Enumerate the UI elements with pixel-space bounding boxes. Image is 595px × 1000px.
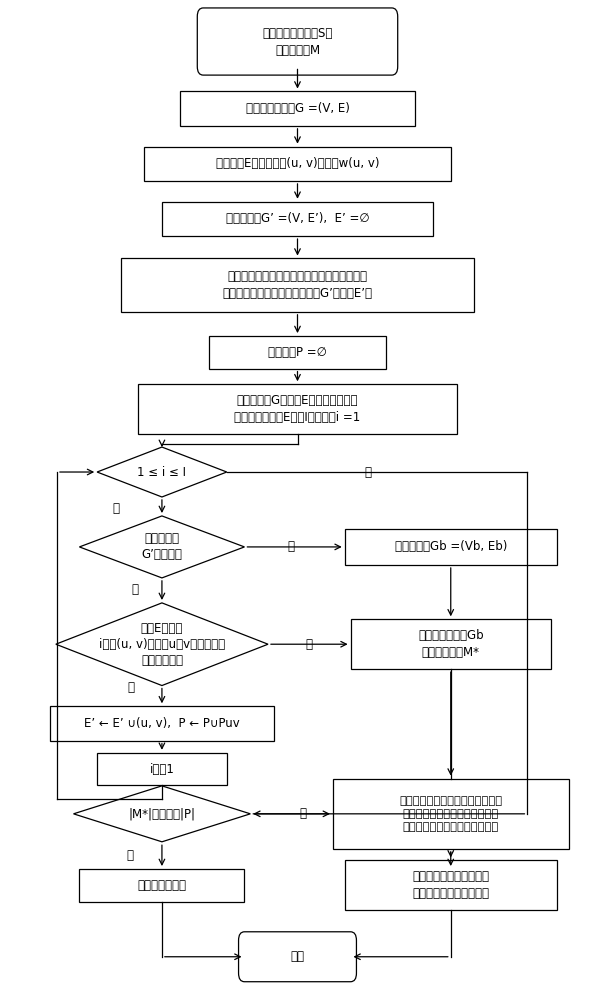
FancyBboxPatch shape <box>180 91 415 126</box>
FancyBboxPatch shape <box>345 860 557 910</box>
FancyBboxPatch shape <box>333 779 569 849</box>
Text: 构建二部图Gb =(Vb, Eb): 构建二部图Gb =(Vb, Eb) <box>394 540 507 553</box>
Text: 否: 否 <box>365 466 372 479</box>
FancyBboxPatch shape <box>239 932 356 982</box>
Text: 令初始时P =∅: 令初始时P =∅ <box>268 346 327 359</box>
Text: 构建临时图G’ =(V, E’),  E’ =∅: 构建临时图G’ =(V, E’), E’ =∅ <box>226 212 369 225</box>
FancyBboxPatch shape <box>79 869 245 902</box>
Text: 1 ≤ i ≤ I: 1 ≤ i ≤ I <box>137 466 186 479</box>
Text: |M*|是否等于|P|: |M*|是否等于|P| <box>129 807 195 820</box>
Text: 分别建立每一个分块中边界传感器的非闭合路
径，并将非闭合路径的边添加到G’的边集E’中: 分别建立每一个分块中边界传感器的非闭合路 径，并将非闭合路径的边添加到G’的边集… <box>223 270 372 300</box>
Text: 是: 是 <box>300 807 307 820</box>
Text: 构建初始无向图G =(V, E): 构建初始无向图G =(V, E) <box>246 102 349 115</box>
Text: 估算边集E中的每条边(u, v)的权重w(u, v): 估算边集E中的每条边(u, v)的权重w(u, v) <box>216 157 379 170</box>
Text: 判断临时图
G’是否连通: 判断临时图 G’是否连通 <box>142 532 182 561</box>
Text: 边集E中的第
i条边(u, v)的顶点u与v所在的两个
分块是否连通: 边集E中的第 i条边(u, v)的顶点u与v所在的两个 分块是否连通 <box>99 622 225 667</box>
FancyBboxPatch shape <box>121 258 474 312</box>
Text: 是: 是 <box>112 502 120 515</box>
Text: 否: 否 <box>132 583 139 596</box>
Text: i增加1: i增加1 <box>149 763 174 776</box>
Text: 计算得到二部图Gb
的最大匹配基M*: 计算得到二部图Gb 的最大匹配基M* <box>418 629 484 659</box>
Text: 构建传感器节点集S、
中继节点集M: 构建传感器节点集S、 中继节点集M <box>262 27 333 57</box>
Text: 否: 否 <box>128 681 135 694</box>
Text: 否: 否 <box>126 849 133 862</box>
FancyBboxPatch shape <box>209 336 386 369</box>
FancyBboxPatch shape <box>345 529 557 565</box>
FancyBboxPatch shape <box>139 384 456 434</box>
Text: 结束: 结束 <box>290 950 305 963</box>
Text: 是: 是 <box>306 638 313 651</box>
Text: 按权重对图G的边集E中所有的边进行
升序排列，假定E中有I条边，令i =1: 按权重对图G的边集E中所有的边进行 升序排列，假定E中有I条边，令i =1 <box>234 394 361 424</box>
FancyBboxPatch shape <box>198 8 397 75</box>
Text: 使用这个最优中继调度方
案就能使得网络重新连通: 使用这个最优中继调度方 案就能使得网络重新连通 <box>412 870 489 900</box>
Polygon shape <box>74 786 250 842</box>
FancyBboxPatch shape <box>97 753 227 785</box>
Text: 分别计算所有的最大匹配的开销，
取开销最小的最大匹配，就对应
一个最优移动中继节点调度方案: 分别计算所有的最大匹配的开销， 取开销最小的最大匹配，就对应 一个最优移动中继节… <box>399 796 502 832</box>
Text: 是: 是 <box>287 540 294 553</box>
FancyBboxPatch shape <box>350 619 551 669</box>
Polygon shape <box>56 603 268 686</box>
FancyBboxPatch shape <box>144 147 451 181</box>
FancyBboxPatch shape <box>50 706 274 741</box>
Polygon shape <box>79 516 245 578</box>
FancyBboxPatch shape <box>162 202 433 236</box>
Polygon shape <box>97 447 227 497</box>
Text: 不进行网络修复: 不进行网络修复 <box>137 879 186 892</box>
Text: E’ ← E’ ∪(u, v),  P ← P∪Puv: E’ ← E’ ∪(u, v), P ← P∪Puv <box>84 717 240 730</box>
